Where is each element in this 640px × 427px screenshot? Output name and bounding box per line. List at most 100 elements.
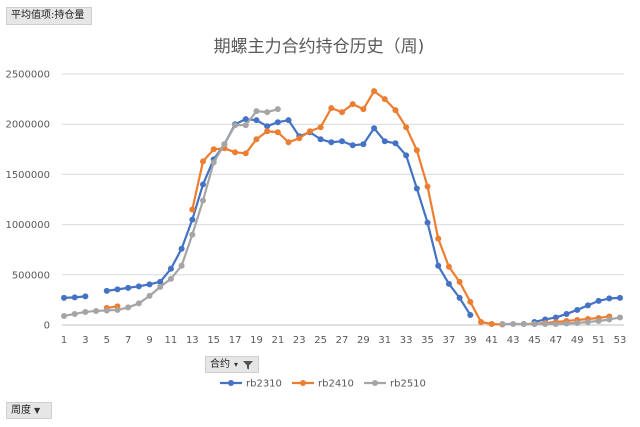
data-point — [210, 146, 217, 153]
x-tick-label: 29 — [357, 335, 370, 346]
data-point — [274, 106, 281, 113]
x-tick-label: 25 — [314, 335, 327, 346]
data-point — [328, 139, 335, 146]
y-axis: 0 500000 1000000 1500000 2000000 2500000 — [5, 70, 50, 332]
x-tick-label: 43 — [507, 335, 520, 346]
x-tick-label: 9 — [146, 335, 152, 346]
values-field-button[interactable]: 平均值项:持仓量 — [6, 7, 92, 25]
legend-item-rb2310: rb2310 — [220, 379, 282, 390]
data-point — [125, 284, 132, 291]
data-point — [392, 140, 399, 147]
data-point — [403, 124, 410, 131]
x-tick-label: 3 — [82, 335, 88, 346]
y-tick-label: 1500000 — [5, 170, 50, 181]
x-tick-label: 1 — [61, 335, 67, 346]
data-point — [520, 320, 527, 327]
data-point — [563, 310, 570, 317]
x-tick-label: 51 — [592, 335, 605, 346]
chart-title: 期螺主力合约持仓历史（周) — [214, 37, 425, 57]
data-point — [456, 294, 463, 301]
dropdown-arrow-icon: ▾ — [233, 359, 238, 369]
data-point — [445, 263, 452, 270]
data-point — [563, 320, 570, 327]
data-point — [264, 109, 271, 116]
data-point — [552, 314, 559, 321]
data-point — [232, 122, 239, 129]
data-point — [584, 302, 591, 309]
data-point — [253, 108, 260, 115]
data-point — [82, 293, 89, 300]
x-tick-label: 41 — [485, 335, 498, 346]
data-point — [317, 136, 324, 143]
data-point — [274, 129, 281, 136]
y-tick-label: 1000000 — [5, 220, 50, 231]
data-point — [71, 310, 78, 317]
data-point — [339, 138, 345, 145]
legend-item-rb2510: rb2510 — [364, 379, 426, 390]
data-point — [328, 105, 335, 112]
data-point — [178, 245, 185, 252]
data-point — [232, 149, 239, 156]
data-point — [371, 88, 378, 95]
data-point — [157, 283, 164, 290]
contract-filter-button[interactable]: 合约 ▾ — [205, 356, 259, 373]
legend: rb2310 rb2410 rb2510 — [220, 379, 426, 390]
data-point — [189, 206, 196, 213]
x-tick-label: 33 — [400, 335, 413, 346]
data-point — [103, 307, 110, 314]
data-point — [574, 319, 581, 326]
x-tick-label: 5 — [104, 335, 110, 346]
data-point — [510, 320, 517, 327]
x-tick-label: 27 — [336, 335, 349, 346]
y-tick-label: 2000000 — [5, 120, 50, 131]
data-point — [242, 122, 249, 129]
data-point — [499, 320, 506, 327]
data-point — [285, 139, 292, 146]
data-point — [413, 185, 420, 192]
data-point — [349, 101, 356, 108]
filter-field-label: 合约 — [210, 358, 230, 370]
legend-label: rb2510 — [390, 379, 426, 390]
data-point — [200, 197, 206, 204]
data-point — [135, 283, 142, 290]
data-point — [339, 109, 345, 116]
data-point — [445, 280, 452, 287]
data-point — [146, 281, 153, 288]
chevron-down-icon: ▼ — [34, 405, 41, 415]
x-tick-label: 47 — [549, 335, 562, 346]
data-point — [413, 147, 420, 154]
data-point — [200, 181, 206, 188]
x-tick-label: 15 — [207, 335, 220, 346]
data-point — [253, 117, 260, 124]
data-point — [253, 136, 260, 143]
x-tick-label: 35 — [421, 335, 434, 346]
data-point — [210, 159, 217, 166]
x-tick-label: 49 — [571, 335, 584, 346]
week-axis-button[interactable]: 周度 ▼ — [6, 402, 52, 419]
x-tick-label: 45 — [528, 335, 541, 346]
data-point — [114, 286, 121, 293]
data-point — [381, 96, 388, 103]
data-point — [135, 300, 142, 307]
data-point — [189, 231, 196, 238]
data-point — [574, 306, 581, 313]
data-point — [349, 142, 356, 149]
data-point — [71, 294, 78, 301]
legend-item-rb2410: rb2410 — [292, 379, 354, 390]
data-point — [125, 304, 132, 311]
data-point — [93, 307, 100, 314]
data-point — [167, 265, 174, 272]
data-point — [371, 125, 378, 132]
data-point — [221, 141, 228, 148]
data-point — [306, 128, 313, 135]
data-point — [274, 119, 281, 126]
y-tick-label: 500000 — [12, 270, 50, 281]
data-point — [584, 318, 591, 325]
legend-label: rb2310 — [246, 379, 282, 390]
x-tick-label: 13 — [186, 335, 199, 346]
data-point — [552, 320, 559, 327]
data-point — [606, 316, 613, 323]
data-point — [381, 138, 388, 145]
x-tick-label: 31 — [378, 335, 391, 346]
data-point — [296, 135, 303, 142]
